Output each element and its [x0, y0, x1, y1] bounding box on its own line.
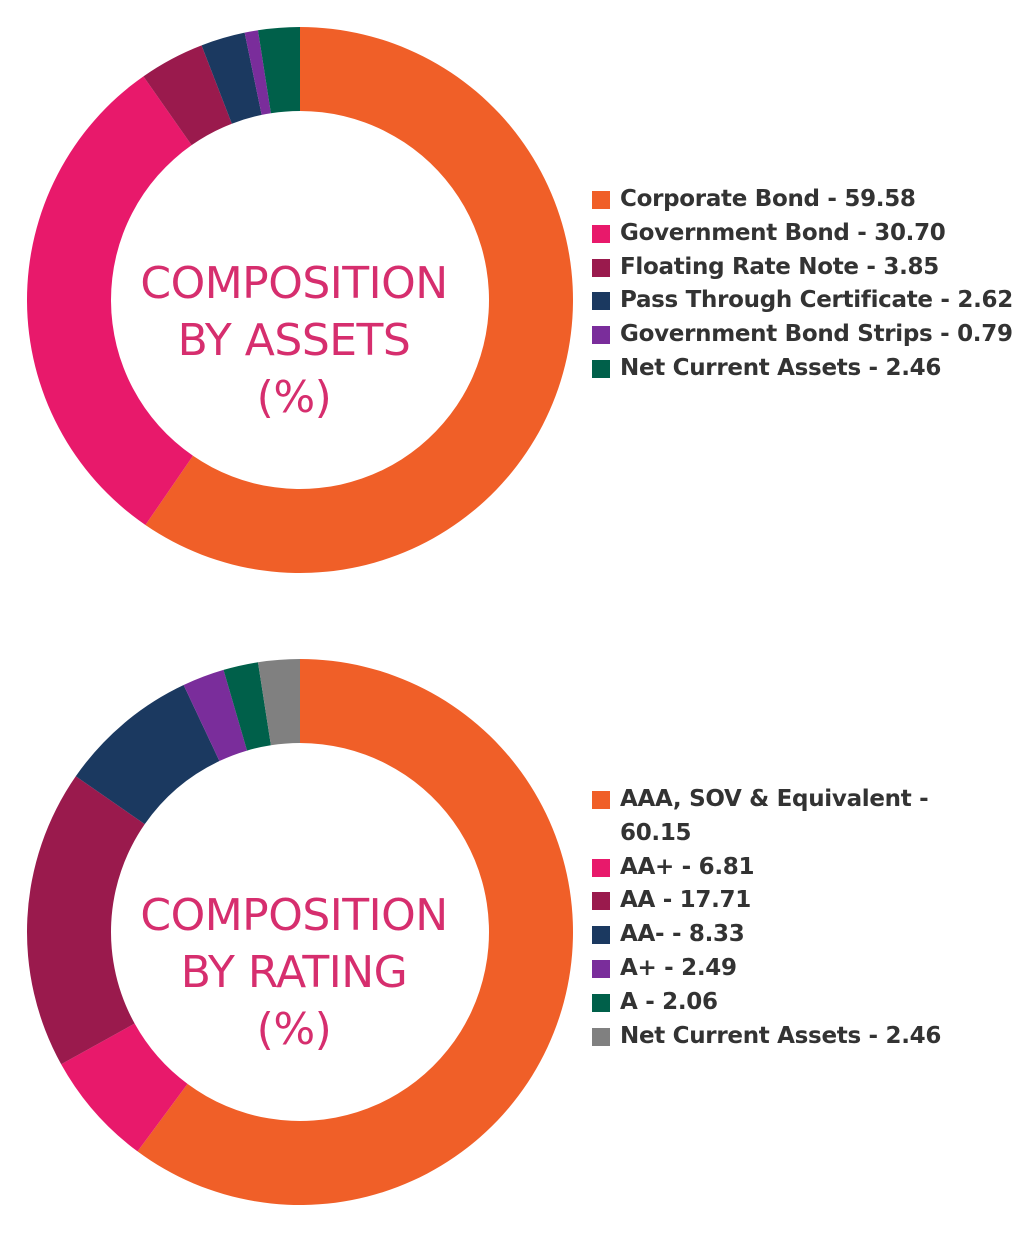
donut-slice-floating-rate-note-2	[143, 45, 232, 146]
legend-swatch	[592, 326, 610, 345]
legend-label: AAA, SOV & Equivalent - 60.15	[620, 786, 929, 846]
legend-item: AAA, SOV & Equivalent - 60.15	[592, 783, 942, 851]
legend-label: Corporate Bond - 59.58	[620, 186, 916, 212]
legend-label: Net Current Assets - 2.46	[620, 354, 942, 381]
legend-label: Pass Through Certificate - 2.62	[620, 287, 1013, 314]
legend-item: Corporate Bond - 59.58	[592, 183, 1022, 217]
donut-slice-a-5	[223, 662, 271, 751]
donut-slice-aa-3	[75, 685, 220, 825]
donut-slice-a-4	[183, 669, 248, 762]
assets-legend: Corporate Bond - 59.58 Government Bond -…	[592, 183, 1022, 386]
donut-slice-net-current-assets-6	[257, 659, 300, 746]
composition-by-assets-chart: COMPOSITION BY ASSETS (%) Corporate Bond…	[0, 0, 1033, 600]
legend-item: AA- - 8.33	[592, 918, 942, 952]
donut-slice-aa-1	[61, 1023, 188, 1152]
rating-donut-title: COMPOSITION BY RATING (%)	[94, 887, 494, 1058]
legend-swatch	[592, 292, 610, 311]
donut-slice-government-bond-1	[26, 76, 193, 526]
legend-swatch	[592, 359, 610, 378]
assets-title-line-3: (%)	[256, 372, 332, 423]
legend-label: Floating Rate Note - 3.85	[620, 253, 939, 280]
legend-item: Net Current Assets - 2.46	[592, 1020, 942, 1054]
rating-title-line-3: (%)	[256, 1004, 332, 1055]
legend-item: A - 2.06	[592, 986, 942, 1020]
legend-swatch	[592, 224, 610, 243]
legend-item: Government Bond Strips - 0.79	[592, 318, 1022, 352]
legend-label: A+ - 2.49	[620, 954, 737, 981]
legend-label: Government Bond Strips - 0.79	[620, 321, 1013, 348]
donut-slice-aa-2	[26, 776, 145, 1065]
legend-swatch	[592, 791, 610, 809]
legend-swatch	[592, 191, 610, 209]
legend-swatch	[592, 959, 610, 978]
donut-slice-net-current-assets-5	[257, 27, 300, 114]
donut-slice-corporate-bond-0	[145, 27, 573, 573]
rating-legend: AAA, SOV & Equivalent - 60.15 AA+ - 6.81…	[592, 783, 942, 1053]
legend-item: AA - 17.71	[592, 884, 942, 918]
legend-swatch	[592, 858, 610, 877]
legend-swatch	[592, 258, 610, 277]
legend-item: Government Bond - 30.70	[592, 217, 1022, 251]
legend-label: A - 2.06	[620, 988, 718, 1015]
legend-swatch	[592, 926, 610, 945]
rating-donut	[26, 659, 574, 1205]
legend-swatch	[592, 993, 610, 1012]
legend-item: Pass Through Certificate - 2.62	[592, 284, 1022, 318]
legend-item: Floating Rate Note - 3.85	[592, 251, 1022, 285]
legend-label: AA+ - 6.81	[620, 853, 755, 880]
assets-title-line-2: BY ASSETS	[177, 315, 411, 366]
assets-donut	[26, 27, 573, 573]
rating-title-line-1: COMPOSITION	[140, 890, 448, 941]
assets-donut-title: COMPOSITION BY ASSETS (%)	[94, 255, 494, 426]
rating-title-line-2: BY RATING	[180, 947, 408, 998]
donut-slice-pass-through-certificate-3	[201, 32, 262, 124]
donut-slice-government-bond-strips-4	[244, 30, 271, 115]
legend-item: AA+ - 6.81	[592, 851, 942, 885]
legend-item: A+ - 2.49	[592, 952, 942, 986]
legend-item: Net Current Assets - 2.46	[592, 352, 1022, 386]
legend-label: Government Bond - 30.70	[620, 219, 946, 246]
legend-label: AA- - 8.33	[620, 921, 745, 948]
donut-slice-aaa-sov-equivalent-0	[137, 659, 574, 1205]
assets-title-line-1: COMPOSITION	[140, 258, 448, 309]
legend-swatch	[592, 1027, 610, 1046]
legend-label: AA - 17.71	[620, 887, 751, 914]
composition-by-rating-chart: COMPOSITION BY RATING (%) AAA, SOV & Equ…	[0, 632, 1033, 1232]
legend-swatch	[592, 892, 610, 911]
legend-label: Net Current Assets - 2.46	[620, 1022, 942, 1049]
